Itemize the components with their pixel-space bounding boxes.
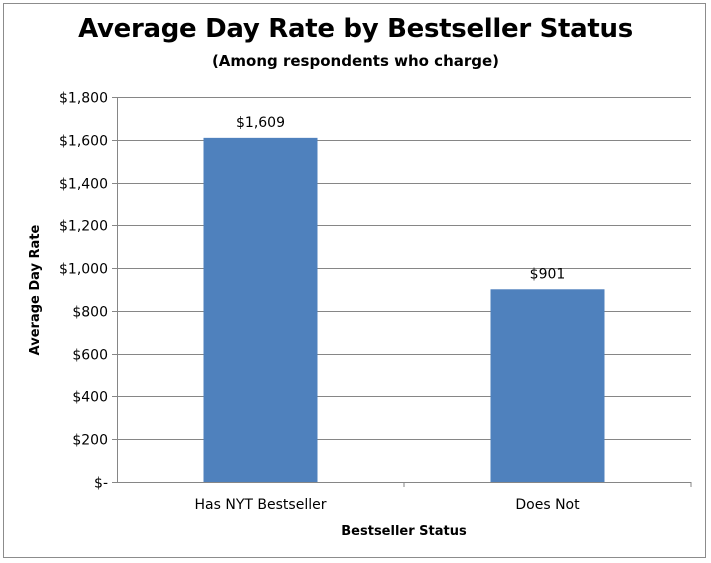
x-axis-title: Bestseller Status	[341, 524, 467, 539]
y-tick-label: $1,400	[59, 177, 108, 193]
chart-title: Average Day Rate by Bestseller Status	[78, 14, 633, 44]
x-tick-labels: Has NYT Bestseller Does Not	[195, 497, 581, 513]
chart-subtitle: (Among respondents who charge)	[211, 52, 500, 70]
y-tick-label: $1,200	[59, 219, 108, 235]
y-tick-label: $600	[72, 348, 108, 364]
y-tick-label: $400	[72, 390, 108, 406]
x-tick-label: Does Not	[515, 497, 580, 513]
bars	[203, 137, 605, 482]
data-labels: $1,609 $901	[236, 115, 565, 282]
gridlines	[117, 97, 691, 440]
y-tick-label: $1,600	[59, 134, 108, 150]
bar	[490, 289, 605, 482]
y-tick-label: $800	[72, 305, 108, 321]
y-tick-label: $1,000	[59, 262, 108, 278]
y-tick-labels: $- $200 $400 $600 $800 $1,000 $1,200 $1,400 $1,6…	[59, 91, 108, 492]
y-tick-label: $200	[72, 433, 108, 449]
x-tick-label: Has NYT Bestseller	[195, 497, 327, 513]
y-tick-label: $-	[94, 476, 108, 492]
axes	[112, 97, 692, 487]
bar	[203, 137, 318, 482]
data-label: $901	[530, 266, 566, 282]
y-tick-label: $1,800	[59, 91, 108, 107]
y-axis-title: Average Day Rate	[28, 224, 43, 355]
data-label: $1,609	[236, 115, 285, 131]
